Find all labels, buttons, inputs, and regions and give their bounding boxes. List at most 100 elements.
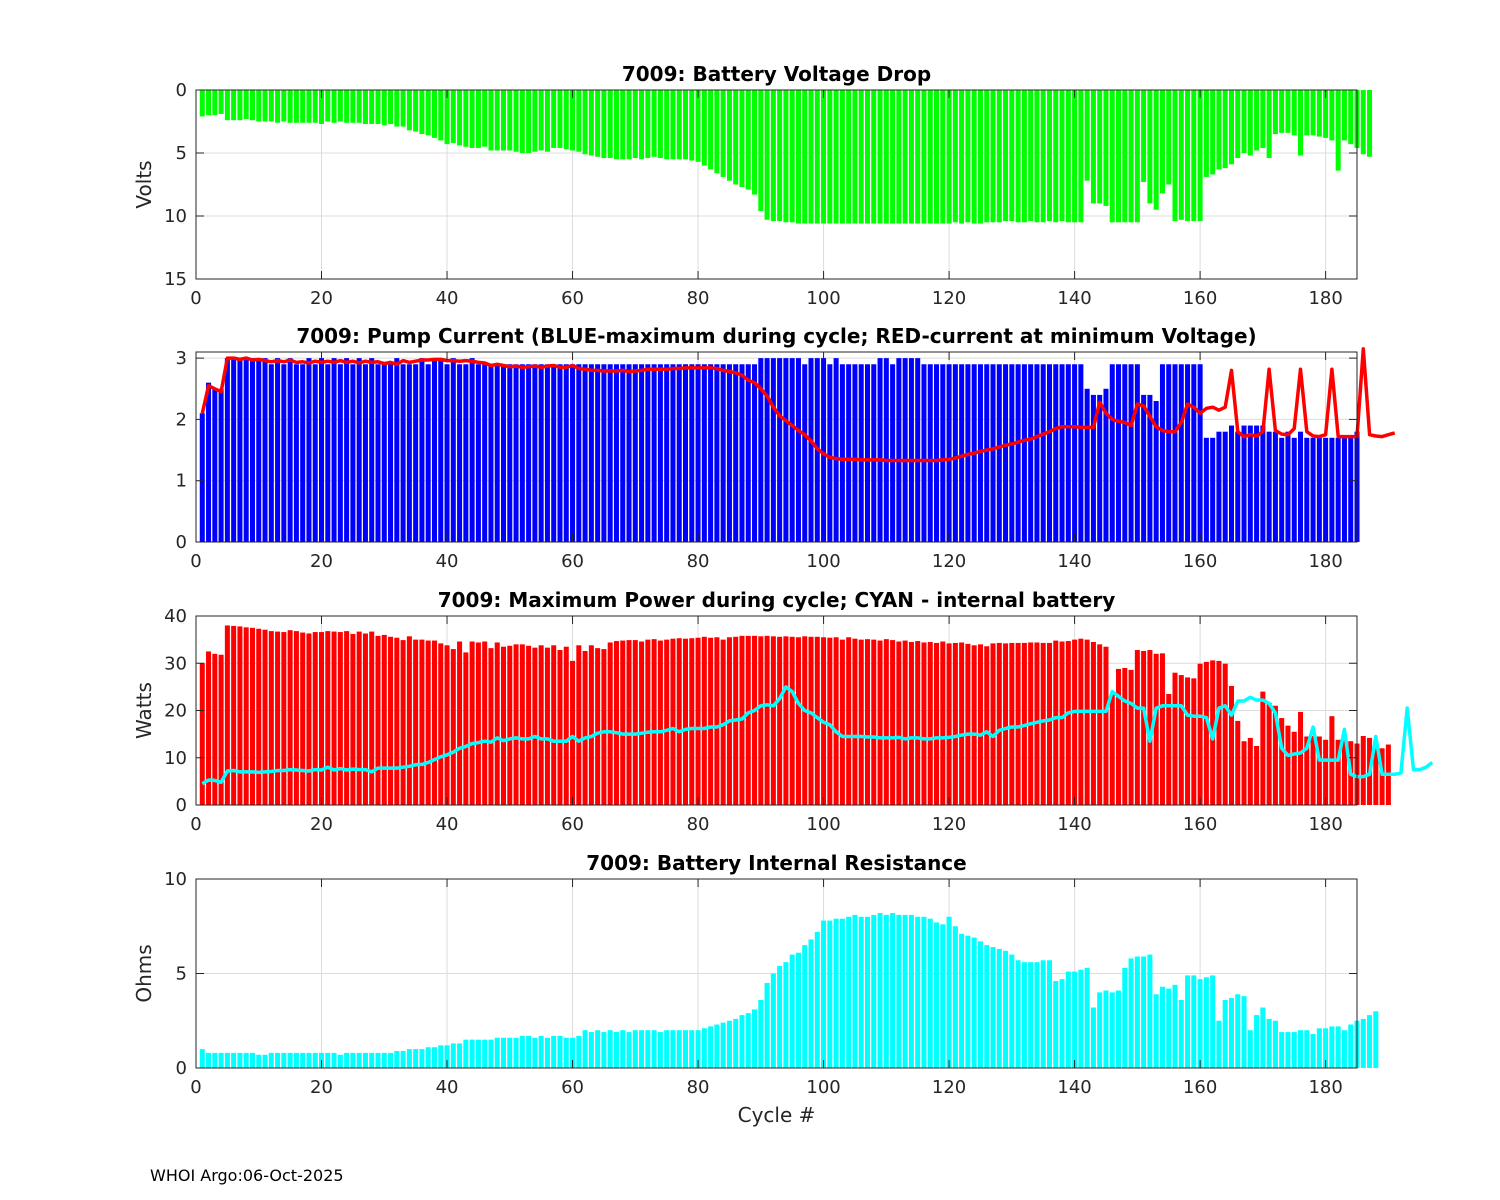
bar [1166,364,1172,542]
bar [1191,364,1197,542]
bar [858,916,864,1068]
bar [1348,1024,1354,1068]
bar [494,364,500,542]
bar [726,364,732,542]
bar [237,1052,243,1068]
y-axis-label: Volts [132,160,156,208]
bar [1128,669,1134,805]
bar [1141,650,1147,805]
bar [287,630,293,805]
bar [1072,639,1078,805]
bar [1090,90,1096,204]
bar [1222,999,1228,1068]
x-tick-label: 100 [806,814,840,835]
bar [507,1037,513,1068]
x-tick-label: 80 [687,1077,710,1098]
bar [519,364,525,542]
bar [1053,90,1059,223]
x-tick-label: 180 [1308,551,1342,572]
bar [1078,364,1084,542]
x-tick-label: 60 [561,551,584,572]
bar [927,90,933,224]
bar [827,364,833,542]
bar [519,90,525,153]
bar [218,654,224,805]
bar [1260,425,1266,542]
bar [708,1026,714,1068]
bar [1235,90,1241,159]
bar [977,644,983,805]
bar [883,90,889,224]
bar [532,647,538,805]
x-tick-label: 120 [932,288,966,309]
bar [896,641,902,805]
bar [337,90,343,122]
bar [268,631,274,805]
bar [632,640,638,805]
bar [877,913,883,1068]
bar [959,642,965,805]
bar [996,364,1002,542]
bar [1291,1032,1297,1068]
bar [1015,90,1021,223]
bar [1153,90,1159,210]
y-tick-label: 10 [164,869,187,890]
bar [1003,364,1009,542]
bar [431,90,437,138]
bar [613,90,619,160]
bar [1147,650,1153,805]
bar [400,90,406,127]
bar [444,364,450,542]
bar [199,1049,205,1068]
bar [1141,394,1147,542]
bar [350,633,356,805]
bar [1254,425,1260,542]
bar [1203,977,1209,1068]
bar [1272,705,1278,805]
bar [664,364,670,542]
bar [952,364,958,542]
x-tick-label: 140 [1057,551,1091,572]
bar [570,90,576,151]
bar [319,90,325,125]
bar [977,90,983,224]
bar [1216,90,1222,170]
bar [846,916,852,1068]
bar [626,1032,632,1068]
bar [199,663,205,805]
bar [1147,90,1153,204]
bar [971,90,977,224]
bar [582,1030,588,1068]
bar [858,364,864,542]
y-tick-label: 40 [164,606,187,627]
bar [1203,90,1209,177]
bar [664,639,670,805]
bar [356,90,362,123]
bar [1153,994,1159,1068]
bar [877,90,883,224]
bar [300,1052,306,1068]
bar [406,364,412,542]
bar [262,629,268,805]
bar [337,632,343,805]
bar [1159,364,1165,542]
bar [394,358,400,542]
bar [682,364,689,542]
x-tick-label: 100 [806,551,840,572]
bar [293,364,299,542]
bar [381,634,387,805]
x-tick-label: 60 [561,1077,584,1098]
bar [563,364,569,542]
bar [1316,437,1322,542]
bar [833,90,839,224]
bar [419,90,425,135]
bar [356,631,362,805]
bar [777,358,783,542]
bar [1291,90,1297,136]
bar [344,1052,350,1068]
bar [852,914,858,1068]
bar [783,358,789,542]
bar [708,364,714,542]
bar [921,642,927,805]
bar [563,1037,569,1068]
